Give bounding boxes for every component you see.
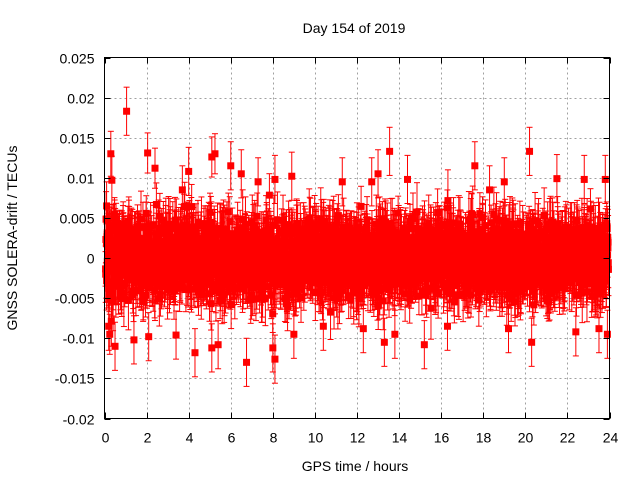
x-tick-label: 14 (392, 430, 408, 446)
y-tick-label: -0.01 (63, 331, 95, 347)
data-point-outlier (471, 141, 479, 191)
data-point-outlier (151, 147, 159, 189)
data-point-outlier (374, 149, 382, 199)
x-tick-label: 10 (308, 430, 324, 446)
x-tick-label: 22 (560, 430, 576, 446)
data-point-outlier (214, 320, 222, 370)
data-points (102, 86, 612, 387)
y-tick-label: 0.005 (59, 211, 94, 227)
x-tick-label: 4 (186, 430, 194, 446)
data-point-outlier (208, 323, 216, 373)
data-point-outlier (290, 309, 298, 359)
y-tick-label: 0.02 (67, 91, 94, 107)
data-point-outlier (108, 155, 116, 205)
data-point-outlier (288, 151, 296, 201)
data-point-outlier (368, 157, 376, 207)
data-point-outlier (380, 317, 388, 367)
data-point-outlier (211, 133, 219, 175)
chart-title: Day 154 of 2019 (303, 20, 406, 36)
data-point-outlier (553, 154, 561, 204)
data-point-outlier (601, 154, 609, 205)
data-point-outlier (130, 315, 138, 365)
y-tick-label: -0.02 (63, 412, 95, 428)
x-tick-label: 8 (270, 430, 278, 446)
x-tick-label: 16 (434, 430, 450, 446)
x-tick-label: 2 (144, 430, 152, 446)
data-point-outlier (580, 154, 588, 205)
data-point-outlier (572, 307, 580, 357)
x-tick-label: 0 (102, 430, 110, 446)
data-point-outlier (191, 328, 199, 378)
y-tick-label: -0.015 (55, 371, 95, 387)
y-tick-label: 0 (87, 251, 95, 267)
x-tick-label: 24 (603, 430, 619, 446)
data-point-outlier (500, 157, 508, 207)
data-point-outlier (227, 141, 235, 191)
y-axis-title: GNSS SOLERA-drift / TECUs (4, 146, 20, 331)
x-tick-label: 18 (476, 430, 492, 446)
x-tick-label: 6 (228, 430, 236, 446)
data-point-outlier (386, 126, 394, 176)
data-point-outlier (404, 154, 411, 205)
data-point-outlier (237, 149, 245, 199)
data-point-outlier (420, 320, 428, 370)
data-point-outlier (338, 157, 346, 207)
data-point-outlier (526, 126, 534, 176)
x-tick-label: 20 (518, 430, 534, 446)
data-point-outlier (443, 301, 451, 351)
y-tick-label: -0.005 (55, 291, 95, 307)
data-point-outlier (254, 157, 262, 207)
data-point-outlier (123, 86, 131, 136)
data-point-outlier (243, 337, 251, 387)
x-tick-label: 12 (350, 430, 366, 446)
x-axis-title: GPS time / hours (302, 458, 409, 474)
y-tick-label: 0.01 (67, 171, 94, 187)
data-point-outlier (185, 146, 193, 196)
data-point-outlier (359, 304, 367, 354)
y-tick-label: 0.015 (59, 131, 94, 147)
y-tick-label: 0.025 (59, 51, 94, 67)
data-point-outlier (486, 165, 494, 215)
data-point (224, 192, 232, 232)
data-point-outlier (391, 309, 399, 359)
